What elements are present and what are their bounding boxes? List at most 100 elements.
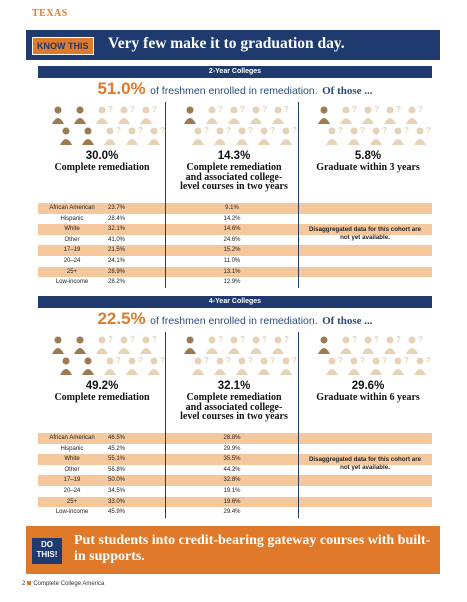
- icon-part: ?: [130, 335, 135, 344]
- headline-text: of freshmen enrolled in remediation.: [150, 315, 318, 327]
- icon-part: [52, 348, 64, 354]
- table-row: 20–24 24.1% 11.0%: [38, 256, 432, 267]
- icon-part: ?: [138, 126, 143, 135]
- column-percent: 5.8%: [354, 150, 382, 162]
- icon-part: [348, 139, 360, 145]
- icon-part: ?: [426, 356, 431, 365]
- row-group: Low-income: [55, 509, 89, 516]
- icon-part: [258, 369, 270, 375]
- column-percent: 32.1%: [217, 380, 251, 392]
- column-divider: [165, 332, 166, 518]
- icon-part: ?: [284, 335, 289, 344]
- cohort-note: Disaggregated data for this cohort are n…: [308, 226, 422, 241]
- icon-part: ?: [152, 335, 157, 344]
- section-header: 2-Year Colleges: [38, 66, 432, 78]
- icon-part: ?: [262, 335, 267, 344]
- icon-part: [96, 118, 108, 124]
- icon-part: [60, 139, 72, 145]
- icon-part: [148, 139, 160, 145]
- table-row: 20–24 34.5% 19.1%: [38, 486, 432, 497]
- icon-part: [394, 357, 402, 365]
- gateway-value: 11.0%: [223, 258, 241, 264]
- icon-part: [194, 357, 202, 365]
- icon-part: ?: [338, 356, 343, 365]
- icon-part: [416, 127, 424, 135]
- icon-part: ?: [226, 356, 231, 365]
- icon-part: ?: [426, 126, 431, 135]
- icon-part: [126, 139, 138, 145]
- icon-part: [228, 118, 240, 124]
- gateway-value: 9.1%: [225, 205, 239, 211]
- icon-part: [192, 369, 204, 375]
- icon-part: [282, 357, 290, 365]
- row-group: 17–19: [63, 247, 81, 254]
- icon-part: [280, 139, 292, 145]
- icon-part: ?: [138, 356, 143, 365]
- icon-part: ?: [418, 335, 423, 344]
- table-row: White 32.1% 14.6%: [38, 224, 432, 235]
- gateway-value: 14.6%: [223, 226, 241, 233]
- icon-part: [54, 336, 62, 344]
- icon-part: ?: [204, 356, 209, 365]
- column-label: Graduate within 6 years: [316, 392, 420, 403]
- remediation-value: 28.4%: [108, 215, 126, 222]
- row-group: African American: [49, 435, 95, 441]
- gateway-value: 19.6%: [223, 498, 241, 505]
- icon-part: [192, 139, 204, 145]
- table-row: 25+ 28.9% 13.1%: [38, 266, 432, 278]
- icon-part: ?: [240, 335, 245, 344]
- icon-part: [250, 118, 262, 124]
- gateway-value: 19.1%: [223, 488, 241, 494]
- remediation-value: 21.5%: [108, 247, 126, 254]
- remediation-value: 34.5%: [108, 488, 126, 494]
- section-header: 4-Year Colleges: [38, 296, 432, 308]
- table-row: African American 23.7% 9.1%: [38, 203, 432, 214]
- icon-part: [416, 357, 424, 365]
- icon-part: [414, 369, 426, 375]
- icon-part: [98, 336, 106, 344]
- icon-part: [142, 336, 150, 344]
- state-name: TEXAS: [32, 8, 68, 19]
- icon-part: [128, 127, 136, 135]
- footer-square: [27, 581, 32, 585]
- headline-percent: 22.5%: [97, 309, 146, 328]
- table-row: 17–19 50.0% 32.8%: [38, 475, 432, 486]
- icon-part: [272, 118, 284, 124]
- row-group: Hispanic: [60, 445, 84, 452]
- gateway-value: 24.6%: [223, 236, 241, 243]
- icon-part: [238, 127, 246, 135]
- gateway-value: 32.8%: [223, 477, 241, 484]
- icon-part: [118, 118, 130, 124]
- icon-part: [62, 127, 70, 135]
- icon-part: [186, 336, 194, 344]
- icon-part: [208, 106, 216, 114]
- remediation-value: 33.0%: [108, 498, 126, 505]
- icon-strip: ????????????????????????: [52, 105, 431, 145]
- headline-text: of freshmen enrolled in remediation.: [150, 85, 318, 97]
- icon-part: [272, 348, 284, 354]
- remediation-value: 45.9%: [108, 509, 126, 516]
- row-group: 17–19: [63, 477, 81, 484]
- icon-part: [238, 357, 246, 365]
- icon-part: [208, 336, 216, 344]
- icon-part: [326, 139, 338, 145]
- banner-title: Very few make it to graduation day.: [108, 35, 345, 52]
- icon-part: [408, 336, 416, 344]
- page-number: 2: [22, 581, 26, 587]
- table-row: 25+ 33.0% 19.6%: [38, 496, 432, 508]
- column-percent: 29.6%: [351, 380, 385, 392]
- column-heading: 14.3% Complete remediation and associated…: [172, 150, 296, 192]
- icon-part: [76, 106, 84, 114]
- publisher: Complete College America: [33, 581, 105, 587]
- gateway-value: 15.2%: [223, 247, 241, 254]
- icon-part: [206, 348, 218, 354]
- icon-part: ?: [382, 126, 387, 135]
- icon-part: [350, 357, 358, 365]
- row-group: 20–24: [63, 488, 81, 494]
- table-row: Low-income 28.2% 12.9%: [38, 277, 432, 288]
- icon-part: ?: [116, 126, 121, 135]
- icon-part: [230, 336, 238, 344]
- icon-part: ?: [248, 126, 253, 135]
- row-group: Hispanic: [60, 215, 84, 222]
